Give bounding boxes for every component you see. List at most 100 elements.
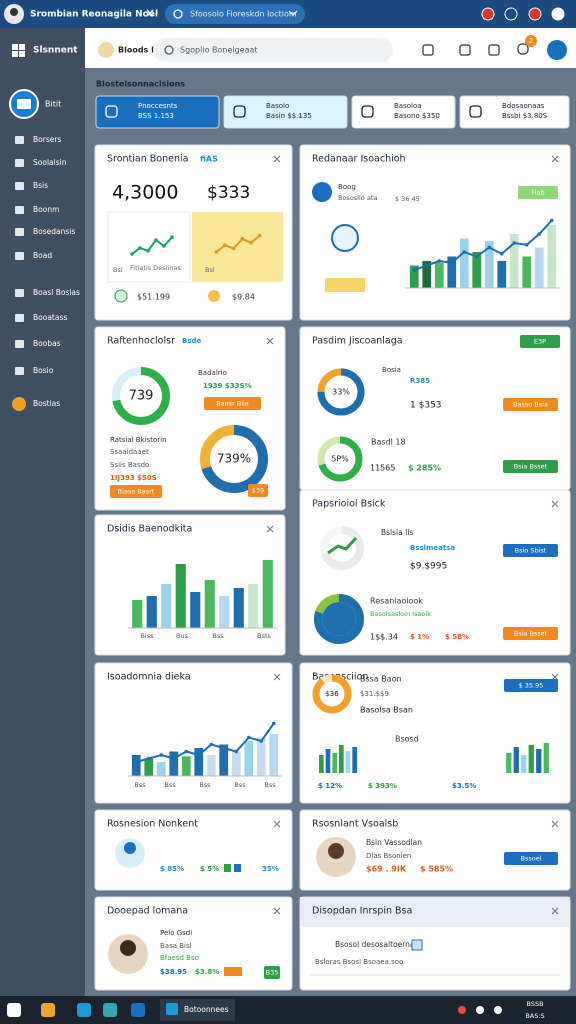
line-point bbox=[196, 753, 201, 757]
line-point bbox=[246, 735, 251, 740]
nav-item[interactable]: Boobas bbox=[33, 339, 61, 348]
action-button[interactable] bbox=[503, 398, 558, 411]
taskbar-icon[interactable] bbox=[77, 1003, 91, 1017]
nav-item[interactable]: Borsers bbox=[33, 135, 61, 144]
nav-item[interactable]: Bosio bbox=[33, 366, 54, 375]
profile-icon bbox=[17, 99, 31, 109]
taskbar-icon[interactable] bbox=[103, 1003, 117, 1017]
action-button[interactable] bbox=[503, 627, 558, 640]
button-label: Baosr Biia bbox=[216, 400, 249, 408]
tab-value: BSS 1.153 bbox=[138, 112, 174, 120]
card-menu[interactable] bbox=[266, 525, 274, 533]
nav-item[interactable]: Soolalsin bbox=[33, 158, 67, 167]
nav-item[interactable]: Booatass bbox=[33, 313, 67, 322]
tab-icon bbox=[469, 105, 482, 118]
line-point bbox=[162, 244, 166, 248]
box bbox=[166, 1003, 178, 1015]
label: Basolsa Bsan bbox=[360, 706, 413, 715]
label: $ 393% bbox=[368, 782, 397, 790]
action-button[interactable] bbox=[504, 679, 558, 692]
line-point bbox=[524, 243, 529, 247]
line-series bbox=[215, 234, 261, 253]
line-point bbox=[437, 259, 442, 263]
taskbar-icon[interactable] bbox=[131, 1003, 145, 1017]
header-icon[interactable] bbox=[422, 44, 434, 56]
label: Ssaaidaaet bbox=[110, 448, 149, 456]
header-icon[interactable] bbox=[459, 44, 471, 56]
card-menu[interactable] bbox=[551, 155, 559, 163]
label: 1939 $33S% bbox=[203, 382, 252, 390]
card-header bbox=[300, 897, 570, 927]
nav-icon bbox=[15, 159, 24, 167]
bar bbox=[543, 743, 549, 773]
nav-icon bbox=[15, 252, 24, 260]
card-menu[interactable] bbox=[273, 673, 281, 681]
label: $69 . 9IK bbox=[366, 865, 407, 874]
action-button[interactable] bbox=[503, 460, 558, 473]
toolbar-icon bbox=[528, 7, 542, 21]
card-menu[interactable] bbox=[551, 907, 559, 915]
taskbar-icon[interactable] bbox=[7, 1003, 21, 1017]
nav-item[interactable]: Boad bbox=[33, 251, 52, 260]
bar bbox=[484, 241, 494, 288]
brand-logo bbox=[98, 42, 114, 58]
button-label: Biaso Basrt bbox=[118, 488, 155, 496]
label: $38.95 bbox=[160, 968, 187, 976]
action-button[interactable] bbox=[518, 186, 558, 199]
action-button[interactable] bbox=[520, 335, 560, 348]
card bbox=[94, 896, 293, 991]
donut-arc bbox=[320, 526, 364, 570]
icon bbox=[328, 843, 344, 859]
dropdown-icon[interactable] bbox=[288, 10, 298, 16]
action-button[interactable] bbox=[204, 397, 261, 410]
card-menu[interactable] bbox=[273, 820, 281, 828]
tab-icon bbox=[233, 105, 246, 118]
tab-close[interactable] bbox=[146, 9, 154, 17]
bar bbox=[219, 744, 229, 776]
bar bbox=[132, 600, 143, 628]
label: $ 285% bbox=[408, 464, 441, 473]
bar bbox=[409, 265, 419, 288]
card-menu[interactable] bbox=[273, 155, 281, 163]
label: Bslsia Ils bbox=[381, 528, 413, 537]
section-title: Blostelsonnaclsions bbox=[96, 80, 185, 89]
tab-title: Basolo bbox=[266, 102, 289, 110]
action-button[interactable] bbox=[503, 544, 558, 557]
summary-tab[interactable] bbox=[351, 95, 456, 129]
summary-tab[interactable] bbox=[95, 95, 220, 129]
nav-item[interactable]: Bostias bbox=[33, 399, 60, 408]
nav-item[interactable]: Bosedansis bbox=[33, 227, 75, 236]
summary-tab[interactable] bbox=[459, 95, 570, 129]
action-button[interactable] bbox=[110, 485, 162, 498]
taskbar-app[interactable] bbox=[160, 999, 235, 1021]
card-menu[interactable] bbox=[551, 500, 559, 508]
taskbar-icon[interactable] bbox=[41, 1003, 55, 1017]
nav-item[interactable]: Boonm bbox=[33, 205, 59, 214]
search-box[interactable] bbox=[153, 38, 393, 62]
action-button[interactable] bbox=[264, 966, 280, 979]
address-bar[interactable] bbox=[165, 4, 305, 24]
nav-item[interactable]: Boasl Boslas bbox=[33, 288, 80, 297]
label: 35% bbox=[262, 865, 279, 873]
action-button[interactable] bbox=[504, 852, 558, 865]
card-menu[interactable] bbox=[551, 820, 559, 828]
search-placeholder: Sgoplio Bonelgeaat bbox=[180, 46, 258, 55]
nav-item[interactable]: Bsis bbox=[33, 181, 48, 190]
bar bbox=[509, 234, 519, 288]
summary-tab[interactable] bbox=[223, 95, 348, 129]
action-button[interactable] bbox=[248, 484, 268, 497]
header-icon[interactable] bbox=[488, 44, 500, 56]
tab-title: Basoloa bbox=[394, 102, 422, 110]
card-menu[interactable] bbox=[266, 337, 274, 345]
line-point bbox=[474, 254, 479, 259]
toolbar-icon bbox=[481, 7, 495, 21]
label: 11565 bbox=[370, 464, 395, 473]
line-point bbox=[159, 753, 164, 757]
icon bbox=[411, 939, 423, 951]
label: BSSB bbox=[526, 1000, 543, 1008]
tab-title[interactable]: Srombian Reonagila Noel bbox=[30, 10, 158, 20]
bar bbox=[169, 751, 179, 776]
card-menu[interactable] bbox=[273, 907, 281, 915]
line-point bbox=[271, 721, 276, 726]
nav-icon bbox=[15, 136, 24, 144]
